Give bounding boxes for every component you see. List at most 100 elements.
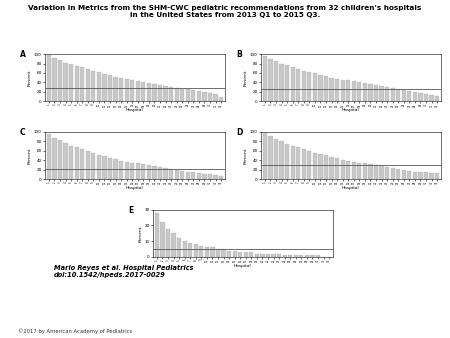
Bar bbox=[363, 83, 367, 101]
Bar bbox=[335, 158, 339, 179]
Bar bbox=[75, 147, 79, 179]
Bar bbox=[402, 170, 406, 179]
X-axis label: Hospital: Hospital bbox=[342, 186, 360, 190]
Bar bbox=[58, 60, 62, 101]
Bar bbox=[52, 58, 57, 101]
Bar bbox=[283, 255, 287, 257]
Bar bbox=[313, 153, 317, 179]
Bar bbox=[216, 249, 220, 257]
Bar bbox=[341, 79, 345, 101]
Bar bbox=[271, 254, 276, 257]
Bar bbox=[263, 56, 267, 101]
Bar bbox=[407, 91, 411, 101]
Bar bbox=[158, 167, 162, 179]
Bar bbox=[379, 166, 384, 179]
Bar bbox=[69, 65, 73, 101]
Bar bbox=[329, 157, 333, 179]
Bar bbox=[369, 165, 373, 179]
Y-axis label: Percent: Percent bbox=[244, 69, 248, 86]
Bar bbox=[296, 69, 300, 101]
Bar bbox=[363, 164, 367, 179]
Y-axis label: Percent: Percent bbox=[28, 147, 32, 164]
Bar bbox=[147, 165, 151, 179]
Bar bbox=[169, 87, 173, 101]
Bar bbox=[119, 161, 123, 179]
Bar bbox=[219, 176, 223, 179]
Bar bbox=[175, 170, 179, 179]
Bar bbox=[285, 65, 289, 101]
Bar bbox=[80, 67, 84, 101]
Bar bbox=[413, 92, 417, 101]
Bar bbox=[130, 163, 134, 179]
Bar bbox=[208, 93, 212, 101]
Text: D: D bbox=[236, 128, 242, 137]
Bar bbox=[255, 254, 259, 257]
Bar bbox=[52, 138, 57, 179]
Bar bbox=[335, 79, 339, 101]
Bar bbox=[357, 82, 361, 101]
Bar bbox=[346, 80, 350, 101]
Bar bbox=[160, 222, 165, 257]
Bar bbox=[125, 162, 129, 179]
Bar bbox=[197, 173, 201, 179]
Bar bbox=[277, 254, 281, 257]
Bar bbox=[296, 147, 300, 179]
Bar bbox=[435, 96, 439, 101]
Bar bbox=[75, 66, 79, 101]
Bar bbox=[429, 95, 434, 101]
Bar bbox=[213, 175, 218, 179]
Bar bbox=[153, 166, 157, 179]
Bar bbox=[352, 162, 356, 179]
Bar bbox=[141, 165, 145, 179]
Bar bbox=[69, 146, 73, 179]
Bar bbox=[180, 171, 184, 179]
Bar bbox=[310, 255, 315, 257]
Bar bbox=[302, 149, 306, 179]
Bar bbox=[318, 75, 323, 101]
Bar bbox=[91, 71, 95, 101]
Bar bbox=[418, 172, 423, 179]
Bar bbox=[80, 149, 84, 179]
Text: Mario Reyes et al. Hospital Pediatrics
doi:10.1542/hpeds.2017-0029: Mario Reyes et al. Hospital Pediatrics d… bbox=[54, 265, 194, 279]
Bar bbox=[177, 238, 181, 257]
Bar bbox=[63, 143, 68, 179]
Bar bbox=[102, 156, 107, 179]
Bar bbox=[171, 233, 176, 257]
Bar bbox=[47, 55, 51, 101]
Bar bbox=[125, 79, 129, 101]
Bar bbox=[316, 255, 320, 257]
Bar bbox=[385, 87, 389, 101]
Bar bbox=[202, 174, 207, 179]
Bar bbox=[91, 153, 95, 179]
Bar bbox=[113, 77, 117, 101]
Bar bbox=[341, 160, 345, 179]
Bar bbox=[119, 78, 123, 101]
Bar bbox=[191, 90, 195, 101]
Bar bbox=[86, 69, 90, 101]
Bar bbox=[324, 155, 328, 179]
Bar bbox=[357, 163, 361, 179]
Bar bbox=[158, 85, 162, 101]
Bar bbox=[268, 136, 273, 179]
Bar bbox=[274, 139, 278, 179]
Bar bbox=[153, 84, 157, 101]
Bar bbox=[63, 63, 68, 101]
Bar bbox=[263, 133, 267, 179]
Bar bbox=[279, 141, 284, 179]
Bar bbox=[197, 91, 201, 101]
Text: C: C bbox=[20, 128, 25, 137]
Bar bbox=[435, 173, 439, 179]
Bar bbox=[58, 140, 62, 179]
Text: B: B bbox=[236, 50, 242, 59]
Bar bbox=[429, 173, 434, 179]
Bar bbox=[374, 165, 378, 179]
Bar bbox=[191, 172, 195, 179]
Bar bbox=[418, 93, 423, 101]
Bar bbox=[97, 72, 101, 101]
Bar bbox=[266, 254, 270, 257]
Bar bbox=[47, 134, 51, 179]
Bar bbox=[261, 254, 265, 257]
Bar bbox=[180, 89, 184, 101]
Bar bbox=[307, 151, 311, 179]
Bar bbox=[294, 255, 298, 257]
